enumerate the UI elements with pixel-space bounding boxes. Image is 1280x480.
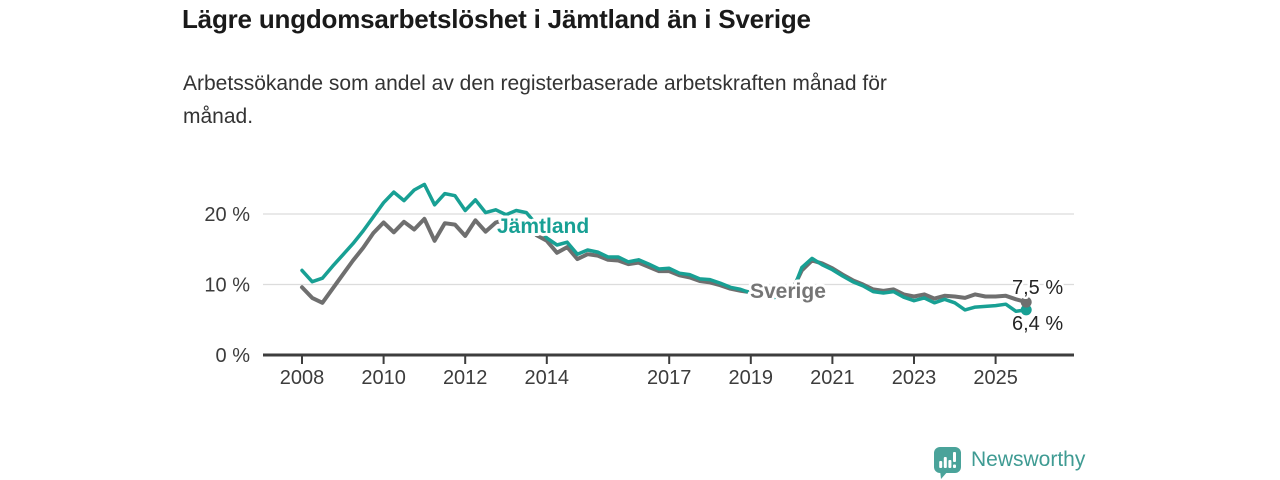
newsworthy-logo[interactable]: Newsworthy — [933, 446, 1085, 480]
y-tick-label: 0 % — [216, 345, 251, 367]
x-tick-label: 2017 — [647, 367, 692, 389]
subtitle-line-2: månad. — [183, 105, 254, 128]
end-value-sverige: 7,5 % — [1012, 277, 1063, 299]
y-tick-label: 20 % — [204, 204, 250, 226]
series-lines — [300, 182, 1029, 314]
bar-chart-speech-bubble-icon — [934, 447, 961, 479]
series-line-jämtland — [300, 182, 1028, 314]
y-axis-labels: 0 % 10 % 20 % — [204, 204, 250, 367]
x-tick-label: 2019 — [729, 367, 774, 389]
x-tick-label: 2014 — [525, 367, 570, 389]
x-tick-label: 2012 — [443, 367, 488, 389]
end-dot-jämtland — [1020, 304, 1032, 316]
gridlines — [263, 213, 1074, 357]
series-line-sverige — [300, 216, 1029, 305]
end-value-jamtland: 6,4 % — [1012, 313, 1063, 335]
chart-subtitle: Arbetssökande som andel av den registerb… — [183, 67, 1063, 133]
series-end-dots — [1020, 296, 1032, 316]
brand-name: Newsworthy — [971, 448, 1086, 471]
x-tick-label: 2023 — [892, 367, 937, 389]
subtitle-line-1: Arbetssökande som andel av den registerb… — [183, 72, 887, 95]
x-tick-label: 2010 — [361, 367, 406, 389]
series-label-sverige: Sverige — [750, 280, 826, 303]
x-axis: 2008 2010 2012 2014 2017 2019 2021 2023 2025 — [280, 356, 1018, 389]
y-tick-label: 10 % — [204, 275, 250, 297]
x-tick-label: 2021 — [810, 367, 855, 389]
page-title: Lägre ungdomsarbetslöshet i Jämtland än … — [182, 4, 811, 34]
x-tick-label: 2025 — [973, 367, 1018, 389]
end-dot-sverige — [1020, 296, 1032, 308]
series-label-jamtland: Jämtland — [497, 215, 589, 238]
x-tick-label: 2008 — [280, 367, 325, 389]
